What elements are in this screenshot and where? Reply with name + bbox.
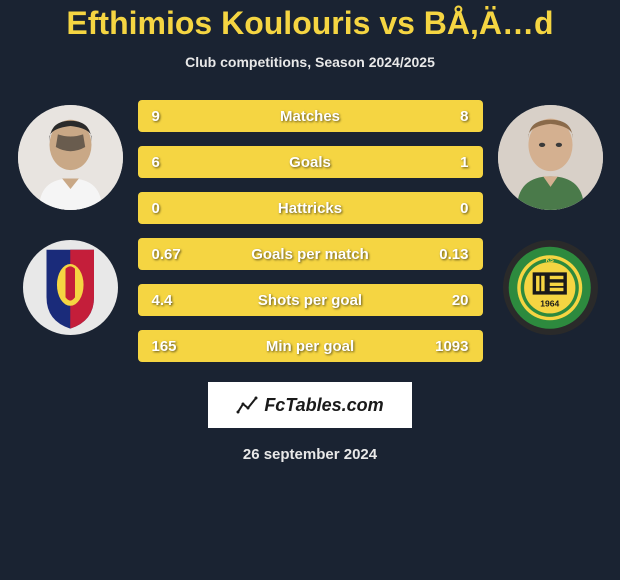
stat-right-value: 8 [460, 108, 468, 125]
stat-right-value: 0 [460, 200, 468, 217]
stat-label: Shots per goal [258, 292, 362, 309]
chart-icon [236, 394, 258, 416]
stat-bar-goals: 6 Goals 1 [138, 146, 483, 178]
shield-icon [37, 245, 104, 331]
svg-text:KS: KS [546, 258, 554, 264]
stat-bar-min-per-goal: 165 Min per goal 1093 [138, 330, 483, 362]
footer-date: 26 september 2024 [243, 446, 377, 463]
club-left-badge [23, 240, 118, 335]
stat-label: Goals [289, 154, 331, 171]
stat-left-value: 4.4 [152, 292, 173, 309]
brand-name: FcTables.com [264, 395, 383, 416]
club-right-badge: 1964 KS [503, 240, 598, 335]
stat-bar-matches: 9 Matches 8 [138, 100, 483, 132]
club-year: 1964 [540, 298, 559, 308]
brand-box: FcTables.com [208, 382, 411, 428]
stat-bar-goals-per-match: 0.67 Goals per match 0.13 [138, 238, 483, 270]
stat-label: Hattricks [278, 200, 342, 217]
stat-left-value: 0 [152, 200, 160, 217]
stat-right-value: 0.13 [439, 246, 468, 263]
stat-left-value: 9 [152, 108, 160, 125]
player-right-avatar [498, 105, 603, 210]
right-column: 1964 KS [498, 105, 603, 335]
player-left-avatar [18, 105, 123, 210]
stat-label: Matches [280, 108, 340, 125]
stat-right-value: 20 [452, 292, 469, 309]
stats-column: 9 Matches 8 6 Goals 1 0 Hattricks 0 0.67… [138, 100, 483, 362]
stat-right-value: 1 [460, 154, 468, 171]
stat-label: Min per goal [266, 338, 354, 355]
stat-bar-shots-per-goal: 4.4 Shots per goal 20 [138, 284, 483, 316]
circle-badge-icon: 1964 KS [507, 245, 593, 331]
stat-left-value: 6 [152, 154, 160, 171]
stat-label: Goals per match [251, 246, 369, 263]
person-icon [18, 105, 123, 210]
subtitle: Club competitions, Season 2024/2025 [185, 54, 435, 70]
page-title: Efthimios Koulouris vs BÅ‚Ä…d [66, 5, 553, 42]
stat-left-value: 0.67 [152, 246, 181, 263]
left-column [18, 105, 123, 335]
content-wrap: 9 Matches 8 6 Goals 1 0 Hattricks 0 0.67… [0, 100, 620, 362]
stat-left-value: 165 [152, 338, 177, 355]
person-icon [498, 105, 603, 210]
stat-right-value: 1093 [435, 338, 468, 355]
stat-bar-hattricks: 0 Hattricks 0 [138, 192, 483, 224]
